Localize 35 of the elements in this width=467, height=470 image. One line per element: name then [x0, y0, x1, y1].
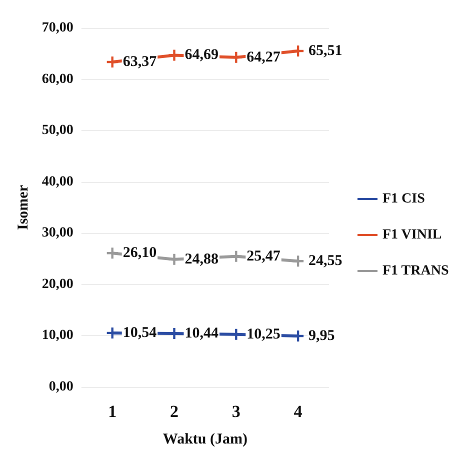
- data-label: 10,54: [122, 324, 158, 341]
- data-label: 64,27: [246, 49, 281, 66]
- point: [292, 256, 304, 267]
- point: [230, 250, 242, 262]
- x-tick-label: 3: [232, 402, 240, 421]
- y-axis-title: Isomer: [16, 184, 32, 230]
- data-label: 10,25: [246, 326, 280, 342]
- y-tick-label: 50,00: [42, 123, 74, 138]
- point: [292, 46, 304, 57]
- y-tick-label: 40,00: [42, 174, 74, 190]
- data-label: 24,55: [308, 253, 342, 270]
- data-label: 65,51: [308, 43, 342, 60]
- x-tick-label: 2: [170, 402, 178, 421]
- data-label: 24,88: [184, 251, 218, 268]
- y-tick-label: 0,00: [48, 380, 74, 394]
- x-tick-label: 1: [108, 402, 117, 421]
- point: [106, 56, 118, 68]
- point: [106, 248, 118, 259]
- y-tick-label: 30,00: [42, 226, 74, 241]
- point: [292, 330, 304, 342]
- y-tick-label: 20,00: [42, 276, 74, 292]
- data-label: 9,95: [308, 328, 335, 344]
- x-tick-label: 4: [294, 402, 303, 421]
- data-label: 10,44: [184, 325, 219, 342]
- y-tick-label: 10,00: [42, 328, 74, 344]
- legend-label: F1 CIS: [382, 192, 426, 206]
- data-label: 25,47: [246, 248, 281, 264]
- legend-label: F1 TRANS: [382, 264, 449, 278]
- y-tick-label: 60,00: [42, 72, 74, 87]
- data-label: 63,37: [122, 54, 158, 70]
- x-axis-title: Waktu (Jam): [162, 432, 248, 448]
- data-label: 64,69: [184, 47, 218, 64]
- data-label: 26,10: [122, 245, 157, 262]
- legend-label: F1 VINIL: [382, 228, 442, 242]
- y-tick-label: 70,00: [42, 20, 74, 36]
